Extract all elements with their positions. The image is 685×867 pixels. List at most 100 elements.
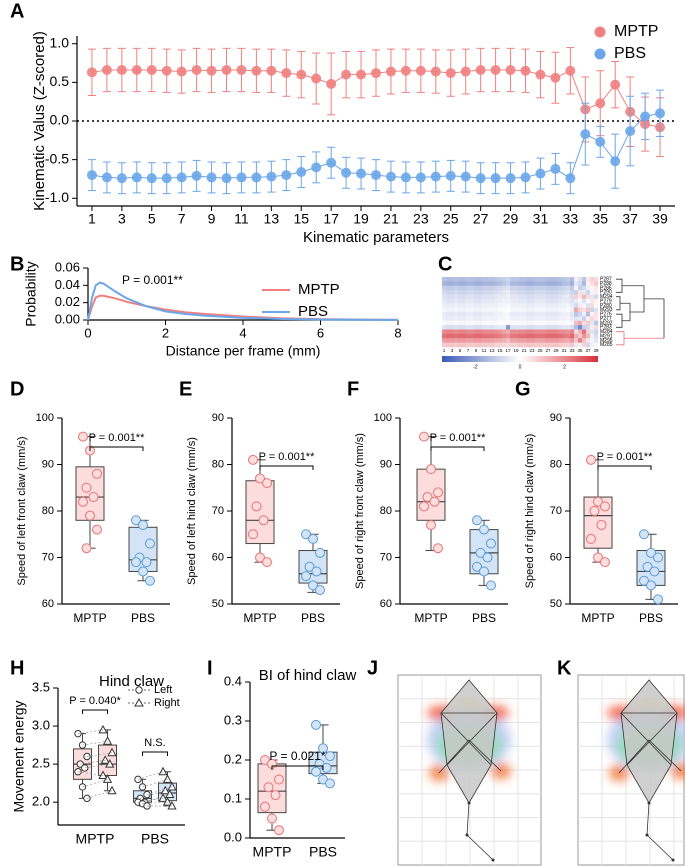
heatmap-cell [526,290,531,295]
x-tick-label: 17 [323,211,339,227]
heatmap-cell [462,312,467,317]
point [78,431,88,442]
colorbar-tick-label: 0 [519,364,522,370]
pair-line [140,790,166,799]
bracket [89,446,144,451]
chart-title: Hind claw [99,673,164,690]
heatmap-cell [538,298,543,304]
heatmap-cell [594,325,599,330]
heatmap-cell [466,342,471,348]
column-label: 39 [593,348,599,353]
point [81,482,92,493]
heatmap-cell [562,290,567,295]
point [356,168,367,179]
point [505,173,516,184]
heatmap-cell [514,281,519,287]
heatmap-cell [538,290,543,295]
heatmap-cell [510,298,515,304]
column-label: 25 [537,348,543,353]
heatmap-cell [498,281,503,287]
heatmap-cell [494,316,499,322]
heatmap-cell [562,281,567,287]
point [146,65,157,75]
heatmap-cell [534,342,539,348]
heatmap-cell [470,307,475,313]
point [251,501,262,512]
pair-line [142,778,168,788]
heatmap-cell [538,342,543,348]
pair-line [144,794,170,803]
heatmap-cell [594,303,599,308]
column-label: 9 [475,348,478,353]
skeleton-joint [465,833,469,837]
x-tick-label: 23 [413,211,429,227]
heatmap-cell [510,277,515,282]
point [460,171,471,182]
heatmap-cell [450,303,455,308]
point [255,473,265,484]
x-tick-label: 25 [443,211,459,227]
heatmap-cell [558,290,563,295]
heatmap-cell [478,303,483,308]
point [262,478,272,489]
heat-blob [671,763,685,779]
y-tick-label: 50 [550,598,562,610]
heatmap-cell [594,285,599,291]
y-axis-label: Speed of left hind claw (mm/s) [186,437,198,585]
heatmap-cell [506,285,511,291]
point [655,108,666,119]
y-tick-label: 0.5 [50,73,70,89]
point [426,519,436,530]
skeleton-joint [645,833,649,837]
heatmap-cell [590,281,595,287]
heatmap-cell [542,316,547,322]
legend-label: MPTP [614,23,658,40]
heatmap-cell [494,307,499,313]
heatmap-cell [526,281,531,287]
heatmap-cell [474,285,479,291]
heatmap-cell [506,316,511,322]
heatmap-cell [530,320,535,326]
heatmap-cell [442,294,447,300]
point [301,529,311,540]
heatmap-cell [566,290,571,295]
heatmap-cell [458,290,463,295]
heatmap-cell [454,298,459,304]
heatmap-cell [534,281,539,287]
heatmap-cell [490,303,495,308]
point [162,774,173,783]
heatmap-cell [466,294,471,300]
heatmap-cell [518,303,523,308]
heatmap-cell [582,312,587,317]
column-label: 1 [443,348,446,353]
heatmap-cell [474,329,479,335]
heatmap-cell [510,316,515,322]
heatmap-cell [582,281,587,287]
heatmap-cell [570,342,575,348]
heatmap-cell [522,312,527,317]
point [486,538,496,549]
heatmap-cell [450,298,455,304]
heatmap-cell [530,329,535,335]
heatmap-cell [450,325,455,330]
dendrogram [616,278,630,293]
heatmap-cell [574,312,579,317]
colorbar [442,356,598,362]
point [326,157,337,168]
point [138,519,148,530]
heatmap-cell [462,290,467,295]
heatmap-cell [522,333,527,339]
heatmap-cell [498,338,503,343]
heatmap-cell [554,312,559,317]
heatmap-cell [534,294,539,300]
point [301,571,311,582]
heatmap-cell [498,290,503,295]
row-label: P288 [600,281,612,287]
heatmap-cell [462,316,467,322]
heatmap-cell [590,320,595,326]
heatmap-cell [498,307,503,313]
point [191,170,202,181]
x-tick-label: 33 [563,211,579,227]
heatmap-cell [514,294,519,300]
heatmap-cell [442,303,447,308]
